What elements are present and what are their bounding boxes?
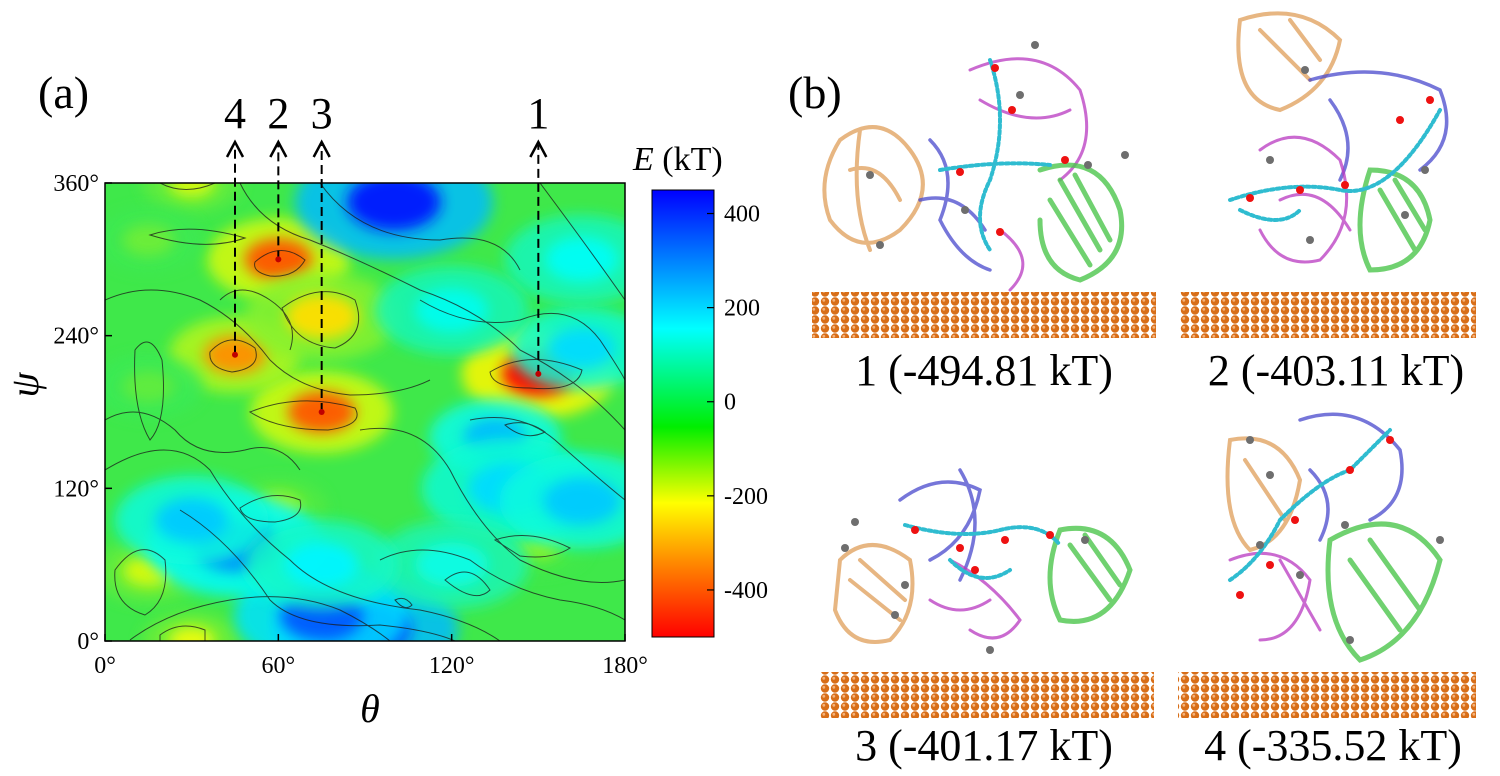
y-axis-title: ψ — [2, 371, 47, 397]
marker-point — [232, 351, 238, 358]
heatmap-feature-core — [168, 626, 216, 641]
y-tick-label: 120° — [53, 476, 99, 502]
marker-point — [318, 409, 325, 415]
y-tick-label: 0° — [77, 629, 99, 655]
panel-b: (b) 1 (-494.81 kT) — [788, 11, 1476, 770]
colorbar-gradient — [651, 189, 715, 638]
copper-surface-3 — [820, 672, 1154, 718]
heatmap-feature-core — [122, 370, 175, 403]
colorbar-tick-label: 0 — [724, 390, 736, 416]
panel-a-label: (a) — [38, 67, 89, 118]
protein-structure-2 — [1228, 11, 1449, 273]
colorbar: E (kT) 400 200 0 -200 -400 — [632, 141, 768, 638]
marker-arrowhead — [529, 139, 548, 158]
copper-surface-4 — [1178, 672, 1476, 718]
snapshot-2: 2 (-403.11 kT) — [1180, 11, 1476, 395]
x-tick-label: 120° — [429, 653, 475, 679]
heatmap-feature-core — [122, 224, 175, 257]
plot-frame — [104, 182, 626, 642]
marker-label: 3 — [311, 89, 333, 138]
x-tick-label: 180° — [602, 653, 648, 679]
snapshot-caption-4: 4 (-335.52 kT) — [1204, 721, 1462, 770]
heatmap-feature-core — [285, 542, 359, 587]
heatmap-feature-core — [415, 542, 489, 587]
snapshot-4: 4 (-335.52 kT) — [1178, 412, 1476, 770]
marker-label: 1 — [527, 89, 549, 138]
marker-arrowhead — [312, 139, 331, 158]
panel-b-label: (b) — [788, 67, 842, 118]
marker-label: 4 — [224, 89, 246, 138]
marker-label: 2 — [267, 89, 289, 138]
marker-arrowhead — [225, 139, 245, 158]
copper-surface-2 — [1180, 292, 1476, 338]
colorbar-tick-label: 200 — [724, 296, 760, 322]
heatmap-feature-core — [155, 497, 229, 543]
snapshot-caption-1: 1 (-494.81 kT) — [855, 346, 1113, 395]
colorbar-ticks: 400 200 0 -200 -400 — [707, 202, 768, 604]
protein-structure-4 — [1225, 412, 1444, 663]
marker-point — [275, 256, 282, 263]
copper-surface-1 — [812, 292, 1156, 338]
colorbar-tick-label: -200 — [724, 484, 768, 510]
contour-lines — [105, 183, 625, 641]
heatmap-feature-core — [542, 477, 621, 525]
colorbar-tick-label: 400 — [724, 202, 760, 228]
x-tick-label: 60° — [262, 653, 296, 679]
marker-arrowhead — [269, 139, 288, 158]
snapshot-caption-3: 3 (-401.17 kT) — [855, 721, 1113, 770]
snapshot-caption-2: 2 (-403.11 kT) — [1208, 346, 1464, 395]
x-tick-label: 0° — [94, 653, 116, 679]
heatmap-feature-core — [347, 183, 441, 231]
colorbar-tick-label: -400 — [724, 578, 768, 604]
heatmap-features — [105, 183, 625, 641]
snapshot-1: 1 (-494.81 kT) — [812, 41, 1156, 395]
heatmap-feature-core — [285, 294, 359, 339]
protein-structure-3 — [832, 468, 1133, 654]
heatmap-feature-core — [168, 183, 216, 198]
y-tick-label: 240° — [53, 324, 99, 350]
snapshot-3: 3 (-401.17 kT) — [820, 468, 1154, 770]
heatmap-feature-core — [545, 237, 619, 282]
x-axis-title: θ — [360, 686, 380, 731]
protein-structure-1 — [822, 41, 1129, 292]
colorbar-title: E (kT) — [632, 141, 723, 178]
axis-ticks: 0° 60° 120° 180° 0° 120° 240° 360° — [53, 171, 647, 679]
panel-a: (a) — [2, 67, 768, 731]
y-tick-label: 360° — [53, 171, 99, 197]
marker-point — [535, 370, 542, 377]
heatmap-feature-core — [415, 287, 489, 333]
